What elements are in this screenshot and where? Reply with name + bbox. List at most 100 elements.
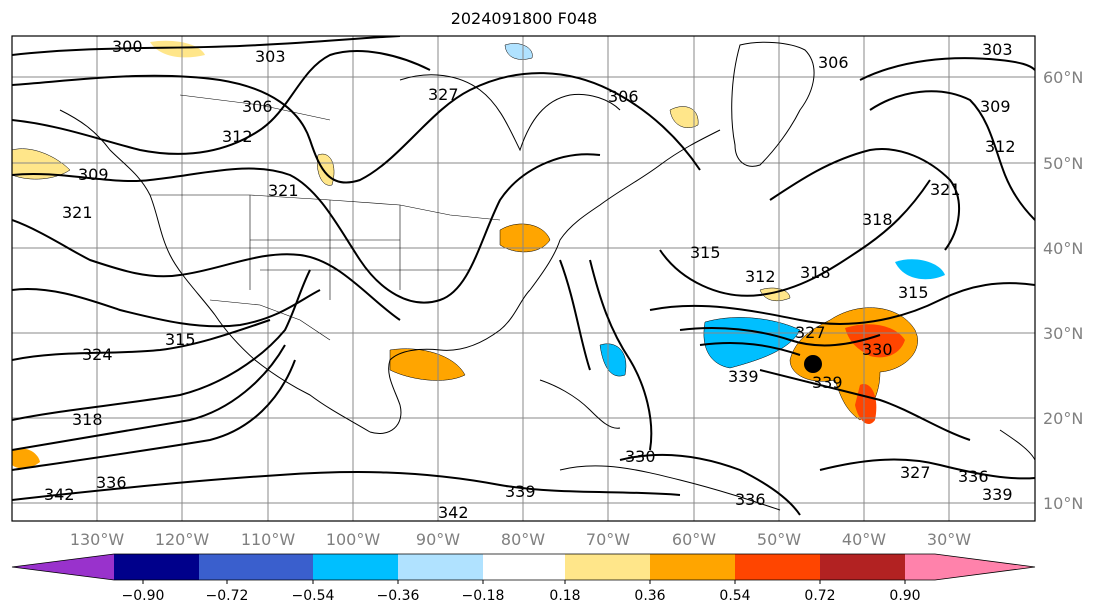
map-title: 2024091800 F048 [450,9,598,28]
lat-label-40n: 40°N [1043,239,1083,258]
contour-6 [12,288,321,328]
contour-15 [699,342,801,356]
contour-21 [759,369,971,441]
colorbar-ticks [142,580,906,584]
colorbar-tick-label: 0.18 [549,588,580,604]
contour-8 [12,269,311,421]
contour-1 [12,36,401,56]
contour-4 [12,153,601,304]
colorbar-tick-label: −0.72 [206,588,249,604]
contour-label: 309 [78,165,109,184]
coast-caribbean [539,379,621,429]
map-content: 300 303 303 306 306 306 309 309 312 312 … [12,36,1035,522]
contour-label: 309 [980,97,1011,116]
border-us-canada [150,194,501,221]
colorbar-tick-label: −0.54 [292,588,335,604]
colorbar-segment [114,554,199,580]
coast-gulf [369,289,531,434]
contour-label: 336 [958,467,989,486]
lat-label-50n: 50°N [1043,154,1083,173]
colorbar-segment [483,554,565,580]
lon-label-80w: 80°W [501,530,545,549]
lon-label-130w: 130°W [70,530,125,549]
colorbar-tick-label: 0.54 [719,588,750,604]
contour-label: 318 [800,263,831,282]
shading-yellow-1 [12,148,71,180]
map-frame [11,35,1036,522]
contour-label: 327 [900,463,931,482]
lon-label-120w: 120°W [155,530,210,549]
colorbar-segment [565,554,650,580]
lon-label-90w: 90°W [416,530,460,549]
contour-20 [559,259,591,371]
coast-south-america [559,465,781,511]
coast-east [529,129,721,291]
longitude-labels: 130°W 120°W 110°W 100°W 90°W 80°W 70°W 6… [70,530,971,549]
coast-hudson [399,74,621,152]
contour-label: 312 [222,127,253,146]
contour-17 [869,90,1035,221]
contour-14 [679,327,881,347]
coast-africa [999,429,1035,461]
colorbar-segment [735,554,820,580]
colorbar: −0.90 −0.72 −0.54 −0.36 −0.18 0.18 0.36 … [11,553,1036,604]
lon-label-50w: 50°W [757,530,801,549]
contour-label: 342 [438,503,469,522]
contour-label: 303 [982,40,1013,59]
storm-center-marker [804,355,822,373]
contour-label: 330 [625,447,656,466]
colorbar-segment [398,554,483,580]
contour-label: 327 [795,323,826,342]
contour-label: 315 [898,283,929,302]
contour-label: 315 [690,243,721,262]
lat-label-20n: 20°N [1043,409,1083,428]
colorbar-tick-label: 0.90 [889,588,920,604]
contour-label: 318 [862,210,893,229]
contour-label: 312 [985,137,1016,156]
contour-13 [649,282,1035,325]
contour-10 [12,359,296,471]
colorbar-tick-label: −0.36 [377,588,420,604]
contour-3 [12,49,431,155]
shaded-regions [12,40,945,469]
contour-18 [769,148,961,251]
colorbar-outline [11,553,1036,581]
contour-label: 324 [82,345,113,364]
colorbar-tick-label: 0.36 [634,588,665,604]
lon-label-100w: 100°W [326,530,381,549]
contour-12 [659,179,931,297]
contour-label: 315 [165,330,196,349]
shading-yellow-5 [669,106,699,128]
colorbar-segment [935,554,1035,580]
lat-label-60n: 60°N [1043,68,1083,87]
contour-label: 300 [112,37,143,56]
contour-22 [819,458,1035,480]
contour-7 [12,319,271,361]
shading-warm-2 [845,324,905,358]
colorbar-segment [313,554,398,580]
contour-19 [589,259,653,451]
contour-label: 327 [428,85,459,104]
colorbar-segment [12,554,114,580]
contour-9 [12,344,286,451]
contour-5 [12,219,401,321]
contour-label: 342 [44,485,75,504]
contour-label: 312 [745,267,776,286]
contour-label: 306 [242,97,273,116]
shading-cool-4 [504,43,533,60]
lon-label-70w: 70°W [586,530,630,549]
contour-23 [619,453,801,516]
colorbar-segment [199,554,313,580]
contour-value-labels: 300 303 303 306 306 306 309 309 312 312 … [44,37,1016,522]
contour-label: 303 [255,47,286,66]
latitude-labels: 60°N 50°N 40°N 30°N 20°N 10°N [1043,68,1083,513]
shading-yellow-2 [12,448,40,469]
colorbar-segment [905,554,935,580]
coast-north-america-west [59,109,371,433]
contour-label: 336 [735,490,766,509]
contour-label: 339 [728,367,759,386]
contour-label: 321 [930,180,961,199]
contour-label: 339 [812,373,843,392]
lat-label-30n: 30°N [1043,324,1083,343]
